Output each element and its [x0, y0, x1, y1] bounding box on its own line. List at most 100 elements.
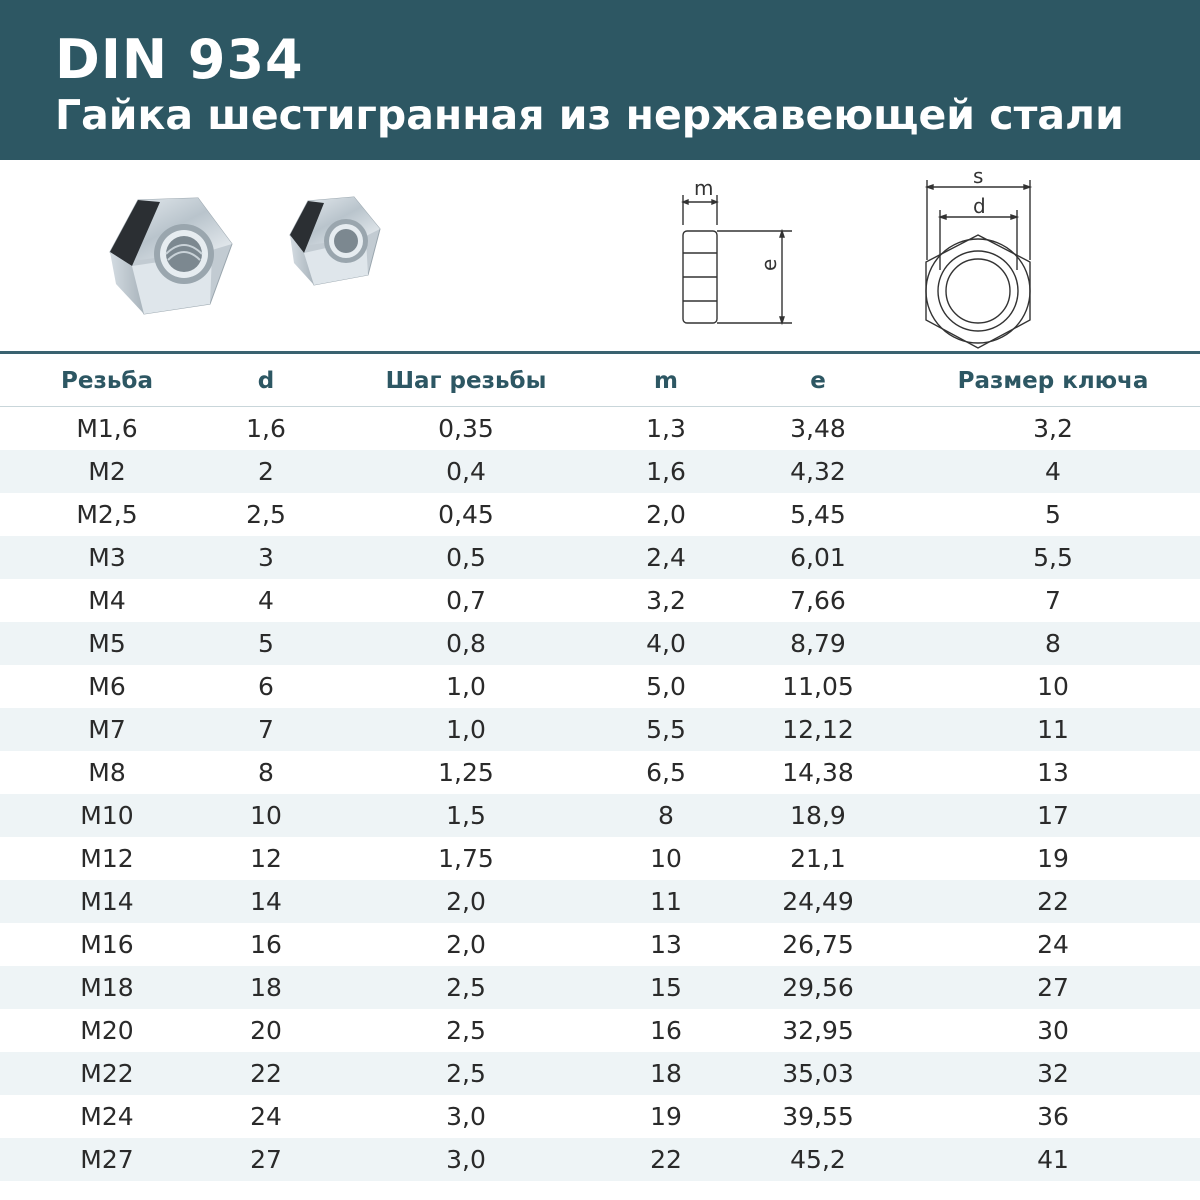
table-cell: M27 — [80, 1145, 134, 1174]
col-header-e: e — [810, 368, 826, 394]
table-row: M12 12 1,75 10 21,1 19 — [0, 837, 1200, 880]
table-cell: 24,49 — [782, 887, 854, 916]
table-cell: 41 — [1037, 1145, 1069, 1174]
dimensions-table: Резьба d Шаг резьбы m e Размер ключа M1,… — [0, 351, 1200, 1181]
table-cell: 4 — [1045, 457, 1061, 486]
table-cell: 2,4 — [646, 543, 686, 572]
table-cell: 0,45 — [438, 500, 494, 529]
table-cell: 3,2 — [1033, 414, 1073, 443]
table-cell: 0,5 — [446, 543, 486, 572]
table-row: M10 10 1,5 8 18,9 17 — [0, 794, 1200, 837]
table-cell: 6,5 — [646, 758, 686, 787]
table-cell: 7,66 — [790, 586, 846, 615]
table-body: M1,6 1,6 0,35 1,3 3,48 3,2 M2 2 0,4 1,6 4,32 4 M2,5 2… — [0, 407, 1200, 1181]
table-cell: 11 — [650, 887, 682, 916]
hex-nut-photo-large — [109, 197, 233, 315]
table-cell: 32,95 — [782, 1016, 854, 1045]
table-cell: M6 — [88, 672, 126, 701]
col-header-d: d — [257, 368, 275, 394]
table-row: M7 7 1,0 5,5 12,12 11 — [0, 708, 1200, 751]
table-cell: 1,5 — [446, 801, 486, 830]
table-cell: M12 — [80, 844, 134, 873]
table-header: Резьба d Шаг резьбы m e Размер ключа — [0, 354, 1200, 407]
table-cell: 18 — [250, 973, 282, 1002]
table-cell: 6,01 — [790, 543, 846, 572]
table-cell: 2,0 — [446, 930, 486, 959]
table-cell: 16 — [250, 930, 282, 959]
table-row: M6 6 1,0 5,0 11,05 10 — [0, 665, 1200, 708]
table-cell: 5 — [1045, 500, 1061, 529]
table-cell: 1,75 — [438, 844, 494, 873]
table-cell: 13 — [1037, 758, 1069, 787]
table-cell: 19 — [650, 1102, 682, 1131]
table-cell: M10 — [80, 801, 134, 830]
table-cell: M14 — [80, 887, 134, 916]
table-row: M1,6 1,6 0,35 1,3 3,48 3,2 — [0, 407, 1200, 450]
table-cell: M1,6 — [76, 414, 138, 443]
label-s: s — [973, 164, 983, 188]
table-cell: 22 — [650, 1145, 682, 1174]
table-row: M5 5 0,8 4,0 8,79 8 — [0, 622, 1200, 665]
table-cell: 10 — [650, 844, 682, 873]
table-row: M2,5 2,5 0,45 2,0 5,45 5 — [0, 493, 1200, 536]
table-cell: 10 — [1037, 672, 1069, 701]
table-cell: 6 — [258, 672, 274, 701]
table-cell: 24 — [250, 1102, 282, 1131]
table-top-rule — [0, 351, 1200, 354]
table-cell: 2,0 — [646, 500, 686, 529]
table-row: M18 18 2,5 15 29,56 27 — [0, 966, 1200, 1009]
table-cell: 1,6 — [246, 414, 286, 443]
table-cell: 3,0 — [446, 1145, 486, 1174]
table-cell: 11 — [1037, 715, 1069, 744]
table-cell: 0,35 — [438, 414, 494, 443]
table-cell: 3 — [258, 543, 274, 572]
label-d: d — [973, 194, 986, 218]
table-cell: 1,25 — [438, 758, 494, 787]
table-row: M8 8 1,25 6,5 14,38 13 — [0, 751, 1200, 794]
table-cell: 1,6 — [646, 457, 686, 486]
header-banner: DIN 934 Гайка шестигранная из нержавеюще… — [0, 0, 1200, 160]
table-cell: 13 — [650, 930, 682, 959]
table-cell: 5,0 — [646, 672, 686, 701]
table-cell: 11,05 — [782, 672, 854, 701]
table-cell: 2,5 — [246, 500, 286, 529]
table-cell: 39,55 — [782, 1102, 854, 1131]
table-cell: 45,2 — [790, 1145, 846, 1174]
label-m: m — [694, 176, 713, 200]
table-cell: 5 — [258, 629, 274, 658]
table-cell: 2,0 — [446, 887, 486, 916]
table-cell: 4 — [258, 586, 274, 615]
col-header-pitch: Шаг резьбы — [385, 368, 547, 394]
table-row: M16 16 2,0 13 26,75 24 — [0, 923, 1200, 966]
table-cell: M22 — [80, 1059, 134, 1088]
table-cell: 8,79 — [790, 629, 846, 658]
top-view-drawing: s d — [924, 164, 1033, 349]
col-header-m: m — [654, 368, 678, 394]
table-cell: 18,9 — [790, 801, 846, 830]
table-cell: 22 — [1037, 887, 1069, 916]
table-cell: 18 — [650, 1059, 682, 1088]
table-cell: 3,2 — [646, 586, 686, 615]
table-cell: M20 — [80, 1016, 134, 1045]
table-cell: 2 — [258, 457, 274, 486]
table-cell: 35,03 — [782, 1059, 854, 1088]
table-cell: 14 — [250, 887, 282, 916]
table-cell: 8 — [658, 801, 674, 830]
table-cell: 5,5 — [1033, 543, 1073, 572]
table-row: M3 3 0,5 2,4 6,01 5,5 — [0, 536, 1200, 579]
table-cell: 27 — [1037, 973, 1069, 1002]
table-cell: M3 — [88, 543, 126, 572]
table-cell: 36 — [1037, 1102, 1069, 1131]
table-row: M14 14 2,0 11 24,49 22 — [0, 880, 1200, 923]
table-cell: M4 — [88, 586, 126, 615]
table-cell: 3,0 — [446, 1102, 486, 1131]
col-header-thread: Резьба — [61, 368, 153, 394]
table-cell: 21,1 — [790, 844, 846, 873]
table-cell: 2,5 — [446, 1059, 486, 1088]
table-cell: M5 — [88, 629, 126, 658]
table-cell: 0,7 — [446, 586, 486, 615]
table-row: M4 4 0,7 3,2 7,66 7 — [0, 579, 1200, 622]
table-cell: 0,4 — [446, 457, 486, 486]
table-cell: 20 — [250, 1016, 282, 1045]
table-cell: 14,38 — [782, 758, 854, 787]
